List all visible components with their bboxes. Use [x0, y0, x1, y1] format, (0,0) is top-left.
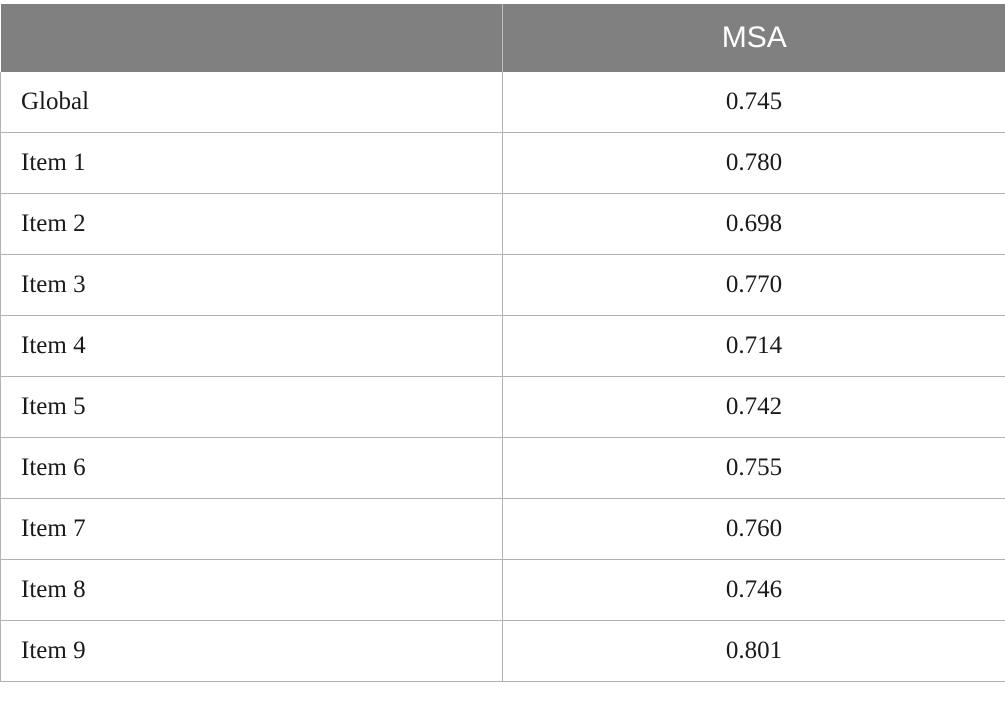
msa-table-container: MSA Global 0.745 Item 1 0.780 Item 2 0.6… — [0, 4, 1005, 682]
row-label: Item 1 — [0, 132, 503, 194]
row-msa-value: 0.714 — [502, 315, 1005, 377]
row-msa-value: 0.780 — [502, 132, 1005, 194]
row-label: Global — [0, 72, 503, 133]
row-msa-value: 0.698 — [502, 193, 1005, 255]
table-body: Global 0.745 Item 1 0.780 Item 2 0.698 I… — [0, 72, 1005, 682]
row-msa-value: 0.801 — [502, 620, 1005, 682]
row-msa-value: 0.760 — [502, 498, 1005, 560]
row-label: Item 7 — [0, 498, 503, 560]
table-row: Item 7 0.760 — [0, 498, 1005, 560]
row-msa-value: 0.746 — [502, 559, 1005, 621]
table-header: MSA — [0, 4, 1005, 72]
table-row: Item 3 0.770 — [0, 254, 1005, 316]
row-label: Item 3 — [0, 254, 503, 316]
row-label: Item 9 — [0, 620, 503, 682]
msa-table: MSA Global 0.745 Item 1 0.780 Item 2 0.6… — [0, 4, 1005, 682]
row-msa-value: 0.745 — [502, 72, 1005, 133]
row-msa-value: 0.770 — [502, 254, 1005, 316]
row-label: Item 5 — [0, 376, 503, 438]
table-row: Item 6 0.755 — [0, 437, 1005, 499]
table-row: Item 8 0.746 — [0, 559, 1005, 621]
table-row: Item 2 0.698 — [0, 193, 1005, 255]
row-msa-value: 0.755 — [502, 437, 1005, 499]
row-label: Item 6 — [0, 437, 503, 499]
header-label-cell — [0, 4, 503, 72]
table-row: Item 9 0.801 — [0, 620, 1005, 682]
table-row: Global 0.745 — [0, 72, 1005, 133]
table-row: Item 4 0.714 — [0, 315, 1005, 377]
row-label: Item 2 — [0, 193, 503, 255]
row-label: Item 4 — [0, 315, 503, 377]
table-row: Item 1 0.780 — [0, 132, 1005, 194]
row-msa-value: 0.742 — [502, 376, 1005, 438]
row-label: Item 8 — [0, 559, 503, 621]
header-row: MSA — [0, 4, 1005, 72]
header-msa-cell: MSA — [502, 4, 1005, 72]
table-row: Item 5 0.742 — [0, 376, 1005, 438]
